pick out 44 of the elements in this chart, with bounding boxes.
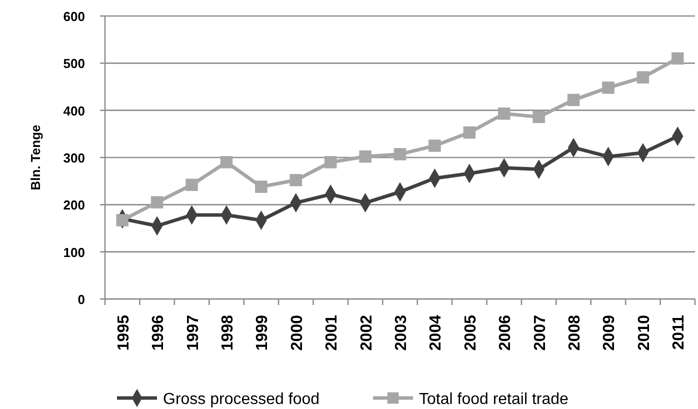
point	[602, 82, 614, 94]
x-tick-label: 1999	[254, 314, 272, 351]
y-tick-label: 600	[63, 9, 85, 24]
x-tick-label: 2007	[532, 314, 549, 351]
x-tick-label: 2004	[428, 314, 445, 351]
point	[428, 140, 441, 152]
y-tick-label: 500	[63, 56, 85, 72]
y-tick-label: 0	[78, 292, 85, 307]
legend-label: Gross processed food	[163, 391, 320, 408]
point	[116, 214, 128, 226]
point	[394, 148, 406, 160]
y-tick-label: 100	[63, 244, 85, 260]
y-tick-label: 300	[63, 150, 85, 166]
x-tick-label: 2011	[670, 314, 688, 350]
point	[359, 150, 372, 163]
point	[463, 126, 476, 139]
point	[636, 71, 650, 84]
x-tick-label: 2005	[462, 314, 480, 351]
x-tick-label: 2010	[636, 314, 653, 351]
point	[255, 180, 268, 193]
x-tick-label: 1996	[150, 314, 168, 351]
point	[290, 174, 302, 186]
x-tick-label: 2002	[358, 314, 376, 351]
point	[672, 52, 684, 65]
point	[150, 196, 164, 208]
point	[532, 110, 545, 124]
point	[324, 156, 337, 168]
x-tick-label: 1998	[219, 314, 236, 351]
point	[220, 156, 233, 168]
point	[186, 178, 198, 191]
legend-label: Total food retail trade	[419, 391, 569, 408]
x-tick-label: 2009	[601, 314, 618, 351]
x-tick-label: 2000	[288, 314, 306, 351]
x-tick-label: 1995	[115, 314, 132, 351]
x-tick-label: 2006	[497, 314, 514, 351]
x-tick-label: 2008	[566, 314, 584, 351]
y-axis-title: Bln. Tenge	[28, 124, 43, 190]
y-tick-label: 200	[63, 198, 85, 213]
y-tick-label: 400	[63, 103, 85, 118]
x-tick-label: 2001	[324, 314, 341, 351]
x-tick-label: 2003	[393, 314, 410, 351]
point	[567, 94, 580, 106]
point	[498, 108, 510, 120]
x-tick-label: 1997	[184, 314, 202, 351]
